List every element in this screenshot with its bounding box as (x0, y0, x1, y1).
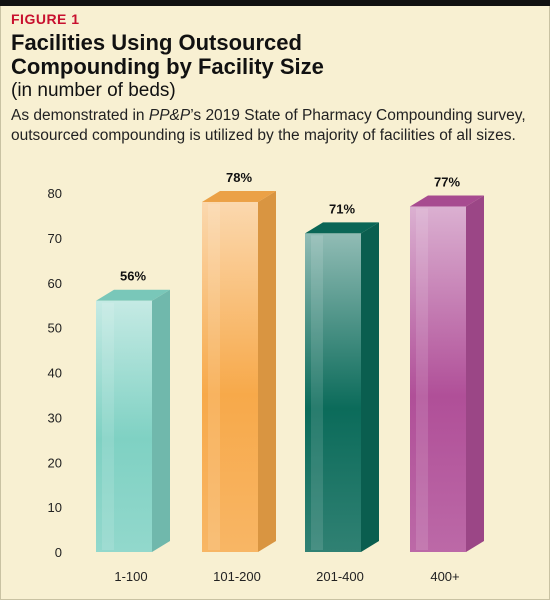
y-tick-label: 80 (48, 186, 62, 201)
bar-top-face (96, 289, 170, 301)
figure-label: FIGURE 1 (11, 11, 80, 27)
x-tick-label: 101-200 (213, 569, 261, 584)
bar-side-face (361, 222, 379, 552)
bar-side-face (258, 190, 276, 552)
chart-title-line-2: Compounding by Facility Size (11, 54, 324, 79)
bar-side-face (466, 195, 484, 552)
x-tick-label: 1-100 (114, 569, 147, 584)
bar (202, 201, 258, 552)
data-label: 77% (434, 174, 460, 189)
bar (305, 233, 361, 552)
chart-title: Facilities Using Outsourced Compounding … (11, 31, 541, 79)
chart-description: As demonstrated in PP&P’s 2019 State of … (11, 106, 541, 146)
bar (96, 300, 152, 552)
y-tick-label: 50 (48, 321, 62, 336)
chart-subtitle: (in number of beds) (11, 80, 176, 101)
data-label: 56% (120, 269, 146, 284)
bar-top-face (202, 190, 276, 202)
y-tick-label: 30 (48, 410, 62, 425)
chart-title-line-1: Facilities Using Outsourced (11, 30, 302, 55)
data-label: 78% (226, 170, 252, 185)
description-italic-publication: PP&P (148, 107, 191, 124)
y-tick-label: 60 (48, 276, 62, 291)
top-rule (0, 0, 550, 6)
bar-highlight (102, 302, 114, 550)
x-tick-label: 201-400 (316, 569, 364, 584)
description-part-2: ’s 2019 State of Pharmacy Compounding su… (11, 107, 526, 144)
y-tick-label: 0 (55, 545, 62, 560)
bar-top-face (410, 195, 484, 207)
y-tick-label: 70 (48, 231, 62, 246)
data-label: 71% (329, 201, 355, 216)
bar (410, 206, 466, 552)
bar-side-face (152, 289, 170, 552)
y-tick-label: 10 (48, 500, 62, 515)
y-tick-label: 20 (48, 455, 62, 470)
bar-highlight (416, 208, 428, 550)
bar-top-face (305, 222, 379, 234)
bar-highlight (208, 203, 220, 550)
description-part-1: As demonstrated in (11, 107, 149, 124)
bar-highlight (311, 235, 323, 550)
y-tick-label: 40 (48, 366, 62, 381)
x-tick-label: 400+ (430, 569, 459, 584)
